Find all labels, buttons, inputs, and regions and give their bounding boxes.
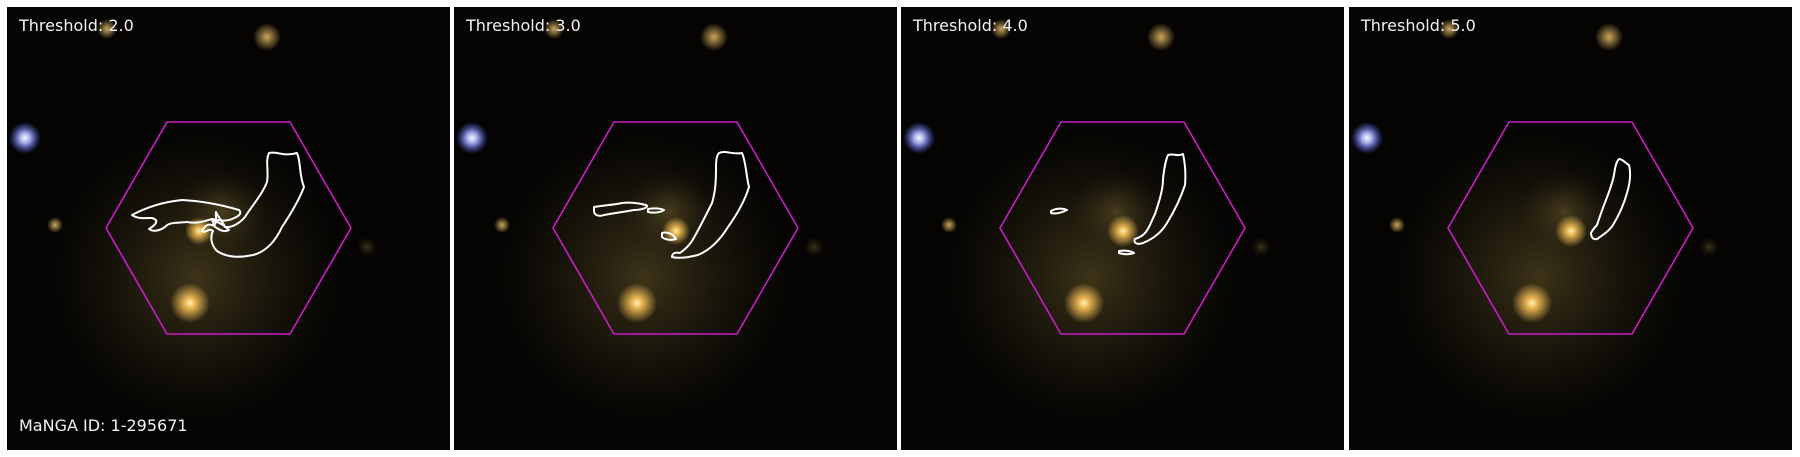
galaxy-bright <box>1512 283 1552 323</box>
contour <box>1050 153 1187 256</box>
panel-threshold-5: Threshold: 5.0 <box>1349 7 1792 450</box>
star-top <box>1147 23 1175 51</box>
sky-image <box>903 19 1271 427</box>
galaxy-bright <box>170 283 210 323</box>
star-blue <box>9 122 41 154</box>
sky-image <box>9 19 377 427</box>
galaxy-bright <box>617 283 657 323</box>
contour <box>1590 158 1632 241</box>
panel-threshold-3: Threshold: 3.0 <box>454 7 897 450</box>
sky-image <box>1351 19 1719 427</box>
galaxy-center <box>662 217 690 245</box>
ifu-hexagon <box>552 121 799 335</box>
star-left <box>494 217 510 233</box>
star-top-left <box>1439 19 1459 39</box>
star-top <box>253 23 281 51</box>
star-top-left <box>544 19 564 39</box>
contour <box>131 151 305 258</box>
galaxy-center <box>1107 215 1139 247</box>
star-blue <box>1351 122 1383 154</box>
galaxy-center <box>185 217 213 245</box>
threshold-label: Threshold: 4.0 <box>913 16 1028 35</box>
star-top-left <box>97 19 117 39</box>
star-top <box>700 23 728 51</box>
galaxy-center <box>1555 215 1587 247</box>
star-right <box>1251 237 1271 257</box>
star-left <box>47 217 63 233</box>
star-right <box>804 237 824 257</box>
threshold-label: Threshold: 2.0 <box>19 16 134 35</box>
galaxy-bright <box>1064 283 1104 323</box>
star-top <box>1595 23 1623 51</box>
panel-threshold-2: Threshold: 2.0 MaNGA ID: 1-295671 <box>7 7 450 450</box>
panel-threshold-4: Threshold: 4.0 <box>901 7 1344 450</box>
star-blue <box>456 122 488 154</box>
star-right <box>1699 237 1719 257</box>
ifu-hexagon <box>105 121 352 335</box>
star-top-left <box>991 19 1011 39</box>
threshold-label: Threshold: 5.0 <box>1361 16 1476 35</box>
threshold-label: Threshold: 3.0 <box>466 16 581 35</box>
star-left <box>1389 217 1405 233</box>
contour <box>593 151 750 259</box>
ifu-hexagon <box>1447 121 1694 335</box>
ifu-hexagon <box>999 121 1246 335</box>
star-left <box>941 217 957 233</box>
galaxy-id-label: MaNGA ID: 1-295671 <box>19 416 188 435</box>
star-blue <box>903 122 935 154</box>
star-right <box>357 237 377 257</box>
sky-image <box>456 19 824 427</box>
